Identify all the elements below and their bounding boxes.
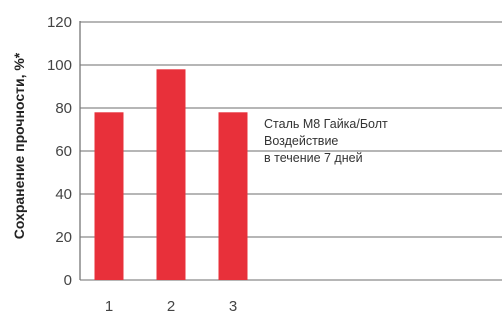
y-tick-label: 100	[47, 57, 72, 74]
bar-1	[94, 112, 124, 280]
y-tick-label: 120	[47, 14, 72, 31]
x-tick-label: 3	[229, 298, 237, 315]
annotation-line: в течение 7 дней	[264, 151, 363, 165]
annotation-line: Сталь М8 Гайка/Болт	[264, 117, 388, 131]
x-tick-labels: 1 2 3	[105, 298, 237, 315]
bar-3	[218, 112, 248, 280]
bar-2	[156, 69, 186, 280]
bars	[94, 69, 248, 280]
y-tick-labels: 0 20 40 60 80 100 120	[47, 14, 72, 289]
y-axis-label: Сохранение прочности, %*	[11, 52, 27, 239]
y-tick-label: 0	[64, 272, 72, 289]
y-tick-label: 80	[55, 100, 72, 117]
x-tick-label: 2	[167, 298, 175, 315]
y-tick-label: 20	[55, 229, 72, 246]
gridlines	[80, 21, 502, 281]
chart-annotation: Сталь М8 Гайка/Болт Воздействие в течение …	[264, 117, 388, 165]
y-tick-label: 60	[55, 143, 72, 160]
y-tick-label: 40	[55, 186, 72, 203]
annotation-line: Воздействие	[264, 134, 338, 148]
x-tick-label: 1	[105, 298, 113, 315]
